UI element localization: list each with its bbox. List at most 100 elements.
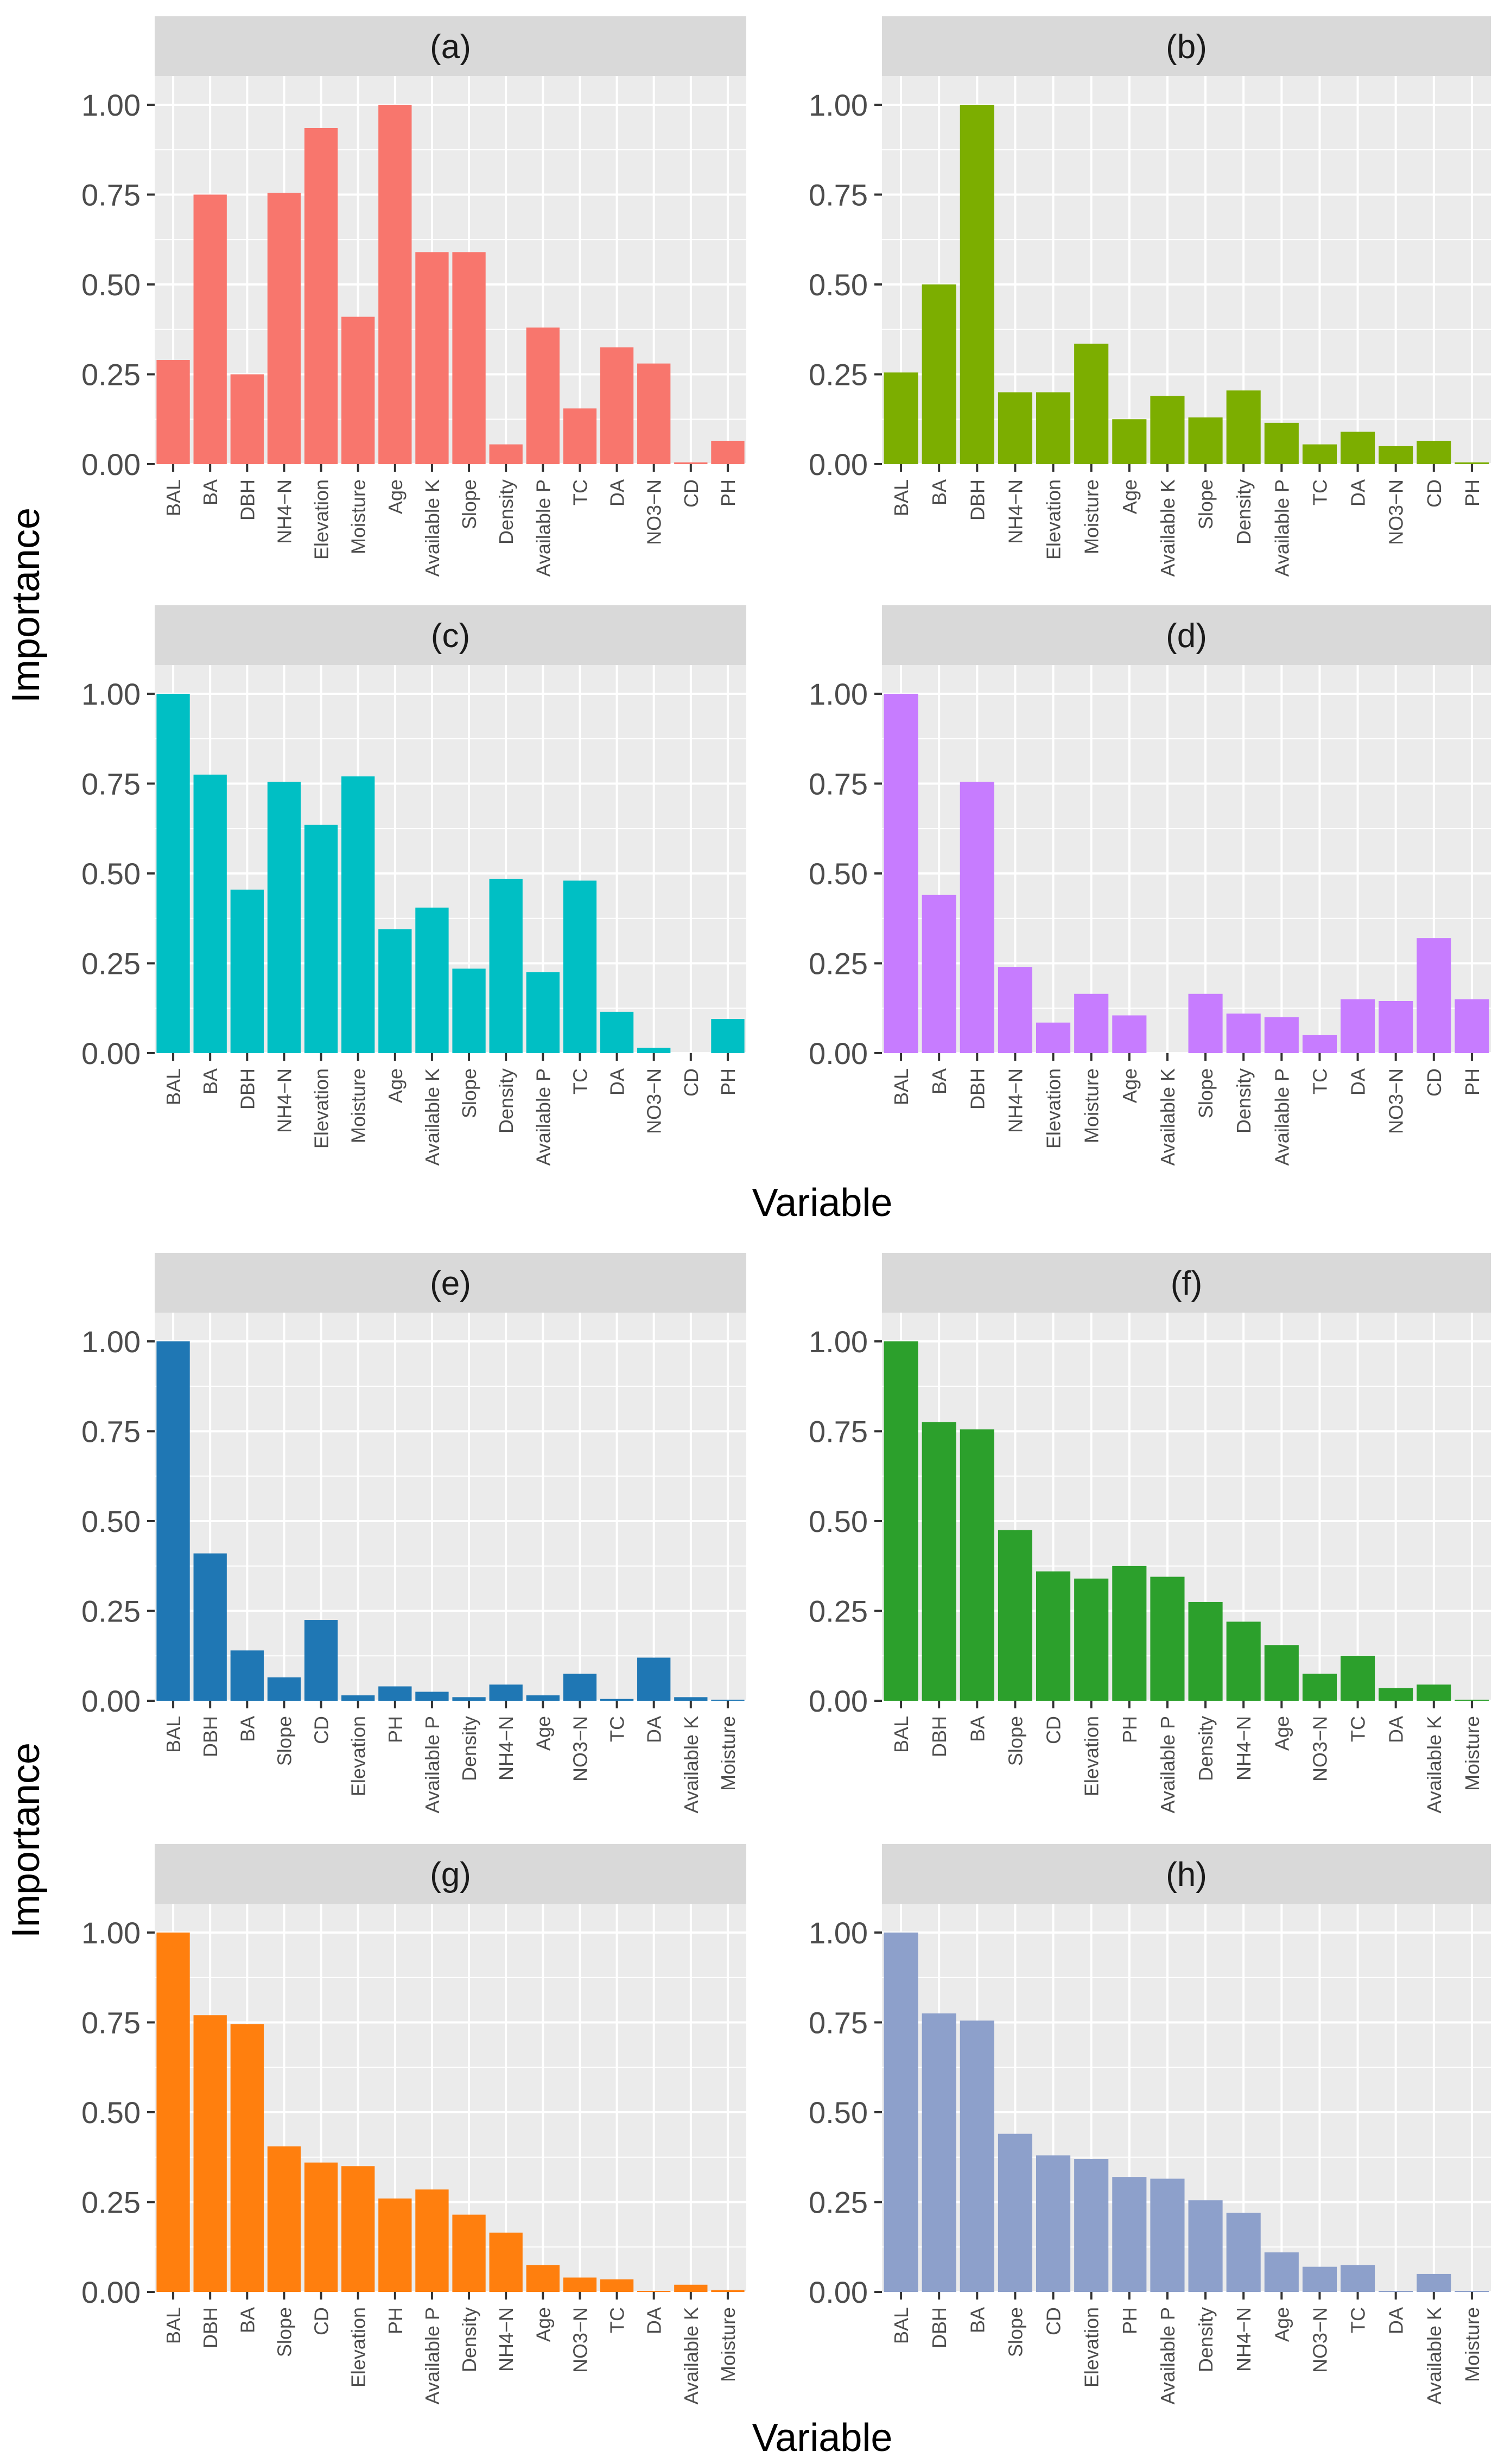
panel-f-x-tick-label: Available P	[1157, 1716, 1179, 1813]
panel-c-bar	[415, 907, 449, 1053]
panel-f-x-tick-label: CD	[1043, 1716, 1065, 1744]
panel-b-x-tick-label: Available K	[1157, 479, 1179, 577]
top-x-axis-title: Variable	[752, 1181, 893, 1225]
panel-h-bar	[998, 2133, 1032, 2292]
panel-f-bar	[1302, 1674, 1337, 1701]
panel-b-bar	[1341, 432, 1375, 464]
panel-d-x-tick-label: Elevation	[1043, 1068, 1065, 1149]
panel-e-x-tick-label: Slope	[273, 1716, 295, 1766]
panel-g-bar	[711, 2290, 745, 2292]
panel-g-bar	[526, 2265, 560, 2292]
panel-c-bar	[489, 878, 523, 1053]
panel-d-x-tick-label: Available P	[1271, 1068, 1293, 1166]
panel-c-bar	[341, 776, 375, 1053]
panel-b-x-tick-label: PH	[1461, 479, 1483, 506]
panel-d-bar	[1112, 1015, 1147, 1053]
panel-d-x-tick-label: NO3−N	[1385, 1068, 1407, 1134]
panel-b-bar	[1074, 344, 1109, 464]
panel-g-bar	[415, 2189, 449, 2292]
panel-a-bar	[378, 104, 412, 465]
panel-h-x-tick-label: BAL	[890, 2307, 912, 2344]
panel-e: (e) 0.00 0.25 0.50 0.75 1.00 BAL DBH BA Slope CD El…	[81, 1253, 746, 1813]
panel-c-y-tick-label: 0.25	[81, 946, 141, 980]
panel-b-y-tick-label: 0.25	[809, 357, 868, 391]
panel-d-bar	[884, 693, 918, 1053]
panel-f-bar	[998, 1530, 1032, 1701]
panel-b-x-tick-label: Slope	[1195, 479, 1217, 529]
panel-g-bar	[600, 2279, 634, 2292]
panel-a-bar	[341, 316, 375, 464]
panel-e-bar	[415, 1692, 449, 1701]
panel-c-bar	[378, 929, 412, 1053]
panel-b-title: (b)	[1166, 28, 1207, 66]
panel-f-bar	[1226, 1621, 1261, 1701]
panel-c-bar	[304, 825, 338, 1053]
panel-h-x-tick-label: Density	[1195, 2307, 1217, 2372]
panel-e-bar	[563, 1674, 597, 1701]
panel-f-strip	[882, 1253, 1491, 1313]
panel-f-x-tick-label: NH4−N	[1233, 1716, 1255, 1781]
panel-d: (d) 0.00 0.25 0.50 0.75 1.00 BAL BA DBH NH4−N Elev…	[809, 605, 1491, 1166]
panel-a-x-tick-label: Density	[495, 479, 517, 544]
panel-f-x-tick-label: PH	[1119, 1716, 1141, 1743]
panel-h-x-tick-label: NO3−N	[1309, 2307, 1331, 2373]
panel-d-bar	[1264, 1017, 1299, 1053]
panel-f-y-tick-label: 0.00	[809, 1684, 868, 1718]
panel-b-strip	[882, 16, 1491, 76]
bottom-y-axis-title: Importance	[4, 1743, 48, 1938]
panel-f-x-tick-label: BAL	[890, 1716, 912, 1753]
panels-layer: (a) 0.00 0.25 0.50 0.75 1.00 BAL BA DBH NH4−N Elev…	[81, 16, 1491, 2404]
panel-g-x-tick-label: Available K	[680, 2307, 702, 2404]
panel-e-bar	[230, 1650, 264, 1701]
panel-g-strip	[155, 1844, 746, 1904]
panel-h-y-tick-label: 0.00	[809, 2275, 868, 2309]
panel-d-x-tick-label: PH	[1461, 1068, 1483, 1095]
panel-h-x-tick-label: CD	[1043, 2307, 1065, 2335]
panel-c-x-tick-label: NH4−N	[273, 1068, 295, 1133]
panel-b-bar	[1455, 462, 1489, 464]
panel-c-x-tick-label: Slope	[458, 1068, 480, 1118]
panel-e-x-tick-label: DBH	[199, 1716, 221, 1757]
panel-g-x-tick-label: Elevation	[347, 2307, 370, 2387]
panel-b-bar	[1150, 396, 1185, 464]
panel-e-x-tick-label: NO3−N	[569, 1716, 591, 1782]
panel-g-x-tick-label: TC	[606, 2307, 628, 2333]
panel-e-y-tick-label: 1.00	[81, 1325, 141, 1359]
panel-c-bar	[230, 889, 264, 1053]
panel-g-bar	[452, 2214, 486, 2292]
panel-h-strip	[882, 1844, 1491, 1904]
panel-a-y-tick-label: 0.00	[81, 447, 141, 482]
panel-g-title: (g)	[430, 1856, 471, 1893]
panel-h-bar	[1112, 2177, 1147, 2292]
panel-e-x-tick-label: BAL	[162, 1716, 185, 1753]
panel-h-bar	[922, 2013, 956, 2292]
panel-e-y-tick-label: 0.25	[81, 1594, 141, 1628]
panel-e-x-tick-label: Elevation	[347, 1716, 370, 1796]
panel-d-bar	[998, 967, 1032, 1053]
panel-a-x-tick-label: Available K	[421, 479, 443, 577]
panel-f-bar	[1379, 1688, 1413, 1701]
panel-h-x-tick-label: Slope	[1004, 2307, 1026, 2357]
panel-a-bar	[563, 408, 597, 464]
panel-f-bar	[960, 1429, 994, 1701]
panel-d-x-tick-label: DBH	[966, 1068, 988, 1110]
panel-e-y-tick-label: 0.00	[81, 1684, 141, 1718]
panel-h-bar	[1341, 2265, 1375, 2292]
panel-d-x-tick-label: CD	[1423, 1068, 1445, 1097]
panel-b-y-tick-label: 0.75	[809, 178, 868, 212]
panel-h-x-tick-label: TC	[1347, 2307, 1369, 2333]
panel-c-bar	[563, 881, 597, 1053]
panel-d-y-tick-label: 0.25	[809, 946, 868, 980]
panel-a-x-tick-label: DBH	[236, 479, 258, 521]
panel-g-bar	[304, 2162, 338, 2292]
panel-g-x-tick-label: Slope	[273, 2307, 295, 2357]
panel-c-x-tick-label: DA	[606, 1068, 628, 1095]
panel-g-bar	[267, 2146, 301, 2292]
panel-h-bar	[1074, 2159, 1109, 2292]
panel-h-bar	[1379, 2291, 1413, 2292]
panel-f-bar	[1112, 1566, 1147, 1701]
panel-g-x-tick-label: NO3−N	[569, 2307, 591, 2373]
panel-g-y-tick-label: 0.00	[81, 2275, 141, 2309]
panel-f-bar	[1264, 1645, 1299, 1701]
